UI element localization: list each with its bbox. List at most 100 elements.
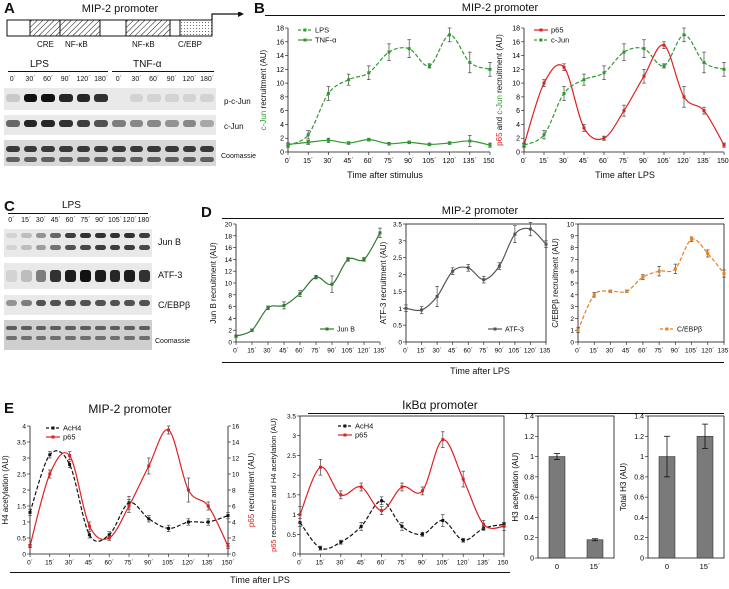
blot-band xyxy=(23,94,38,102)
y-tick-label: 14 xyxy=(225,257,233,264)
lane-time-label: 60´ xyxy=(149,76,160,83)
blot-band xyxy=(41,157,55,162)
y2-tick-label: 2 xyxy=(232,536,236,543)
x-tick-label: 135´ xyxy=(539,348,550,355)
data-point xyxy=(339,493,343,497)
legend-marker xyxy=(539,28,543,32)
plot-frame xyxy=(537,415,615,559)
legend-marker xyxy=(51,426,55,430)
y-tick-label: 10 xyxy=(225,281,233,288)
data-point xyxy=(107,536,111,540)
y-tick-label: 8 xyxy=(228,292,232,299)
lane-time-label: 75´ xyxy=(80,217,91,224)
data-point xyxy=(68,454,72,458)
data-point xyxy=(282,303,286,307)
blot-band xyxy=(20,245,32,250)
x-tick-label: 135´ xyxy=(697,158,711,165)
blot-band xyxy=(6,336,17,340)
blot-band xyxy=(147,157,161,162)
blot-band xyxy=(76,146,91,152)
x-tick-label: 75´ xyxy=(124,560,133,567)
data-point xyxy=(682,95,686,99)
y-tick-label: 16 xyxy=(225,245,233,252)
data-point xyxy=(326,91,330,95)
blot-band xyxy=(35,336,47,340)
y-tick-label: 8 xyxy=(570,245,574,252)
data-point xyxy=(298,513,302,517)
data-point xyxy=(468,139,472,143)
blot-band xyxy=(50,245,62,250)
blot-band xyxy=(94,120,108,127)
blot-band xyxy=(139,245,150,250)
blot-band xyxy=(6,300,17,306)
x-tick-label: 45´ xyxy=(344,158,354,165)
data-point xyxy=(226,544,230,548)
blot-band xyxy=(20,300,32,306)
data-point xyxy=(330,282,334,286)
blot-c-jun xyxy=(4,115,216,135)
x-tick-label: 120´ xyxy=(677,158,691,165)
blot-band xyxy=(112,120,126,127)
data-point xyxy=(359,485,363,489)
data-point xyxy=(542,133,546,137)
blot-band xyxy=(6,233,17,238)
y-tick-label: 2.5 xyxy=(393,255,402,262)
data-point xyxy=(404,306,408,310)
data-point xyxy=(298,292,302,296)
blot-band xyxy=(109,326,121,330)
data-point xyxy=(147,517,151,521)
panel-c-time-labels: 0´ 15´ 30´ 45´ 60´ 75´ 90´ 105´ 120´ 180´ xyxy=(0,217,160,227)
blot-band xyxy=(200,146,214,152)
data-point xyxy=(451,269,455,273)
x-tick-label: 15´ xyxy=(316,560,325,567)
blot-p-c-jun xyxy=(4,88,216,110)
element-label-nfkb-1: NF-κB xyxy=(65,40,88,49)
blot-band xyxy=(6,326,17,330)
y-tick-label: 6 xyxy=(280,108,284,115)
tss-arrowhead xyxy=(238,12,244,17)
blot-band xyxy=(165,157,179,162)
data-point xyxy=(28,510,32,514)
x-tick-label: 45´ xyxy=(448,348,457,355)
blot-band xyxy=(20,326,32,330)
data-point xyxy=(642,47,646,51)
y-tick-label: 16 xyxy=(276,39,284,46)
x-tick-label: 135´ xyxy=(717,348,729,355)
y-tick-label: 0.4 xyxy=(634,515,644,522)
blot-band xyxy=(59,94,73,102)
y-tick-label: 1.5 xyxy=(393,289,402,296)
panel-e-right-title-rule xyxy=(308,413,724,414)
chart-d-cebpb: 0 1 2 3 4 5 6 7 8 9 10 0´ 15´ 30´ 45´ 60´ 75´ 90´ 105´ 120´… xyxy=(552,222,729,355)
x-tick-label: 60´ xyxy=(599,158,609,165)
blot-band xyxy=(50,233,62,238)
data-point xyxy=(367,138,371,142)
bar xyxy=(586,539,604,559)
blot-band xyxy=(147,94,161,102)
data-point xyxy=(48,453,52,457)
data-point xyxy=(387,142,391,146)
legend-label: ATF-3 xyxy=(505,327,524,334)
chart-d-atf3: 0 0.5 1 1.5 2 2.5 3 3.5 0´ 15´ 30´ 45´ 60´ 75´ 90´ 105´… xyxy=(380,222,550,355)
legend-label: p65 xyxy=(63,433,76,442)
blot-band xyxy=(139,233,150,238)
x-tick-label: 60´ xyxy=(104,560,113,567)
blot-band xyxy=(20,270,32,282)
blot-band xyxy=(139,270,150,282)
data-point xyxy=(380,499,384,503)
blot-label-c-jun: c-Jun xyxy=(224,122,244,131)
chart-b-left: 0 2 4 6 8 10 12 14 16 18 0´ 15´ 30´ 45´ 60´ 75´ 90´ 105´ 1… xyxy=(259,26,494,166)
y-tick-label: 0 xyxy=(280,150,284,157)
cebp-element xyxy=(179,19,213,37)
x-tick-label: 0´ xyxy=(233,348,239,355)
x-tick-label: 0 xyxy=(665,562,669,571)
data-point xyxy=(206,520,210,524)
x-tick-label: 45´ xyxy=(85,560,94,567)
y-tick-label: 0 xyxy=(228,340,232,347)
y-tick-label: 10 xyxy=(276,81,284,88)
data-point xyxy=(542,81,546,85)
y-tick-label: 5 xyxy=(570,281,574,288)
data-point xyxy=(400,524,404,528)
data-point xyxy=(435,294,439,298)
blot-band xyxy=(65,336,76,340)
y2-tick-label: 12 xyxy=(232,456,240,463)
